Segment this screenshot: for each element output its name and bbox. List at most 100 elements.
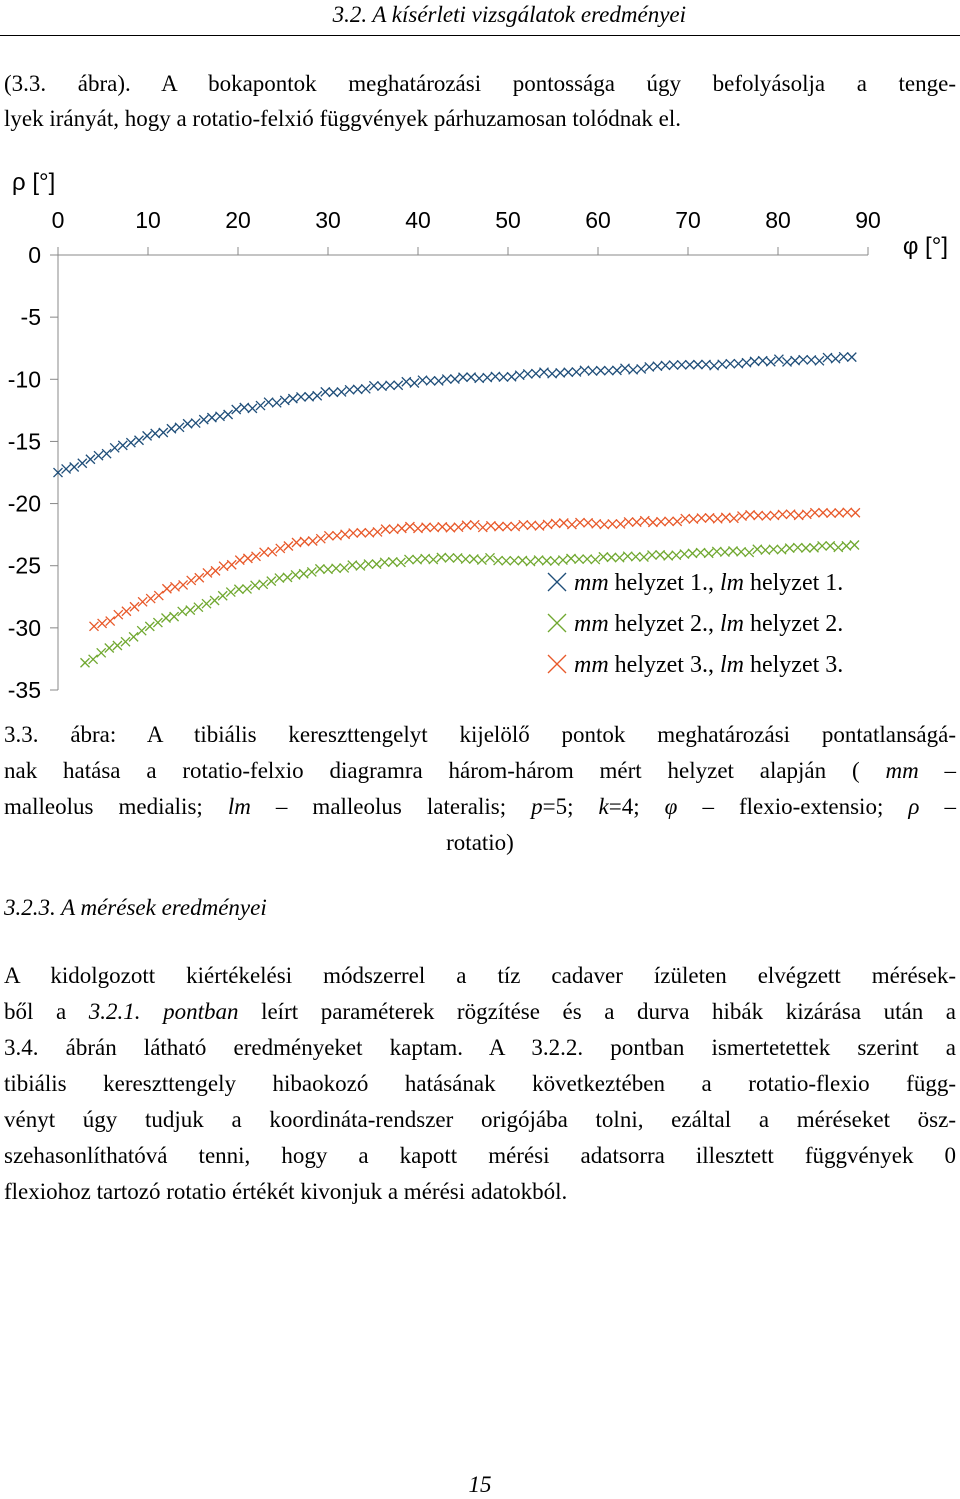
- data-point-series-1: [846, 352, 857, 363]
- data-point-series-3: [745, 509, 756, 520]
- data-point-series-1: [773, 354, 784, 365]
- data-point-series-1: [806, 354, 817, 365]
- data-point-series-1: [320, 386, 331, 397]
- data-point-series-2: [606, 552, 617, 563]
- data-point-series-1: [555, 367, 566, 378]
- y-tick-label: -10: [8, 366, 41, 392]
- data-point-series-3: [526, 520, 537, 531]
- data-point-series-2: [792, 542, 803, 553]
- intro-line: (3.3. ábra). A bokapontok meghatározási …: [4, 71, 956, 96]
- data-point-series-3: [161, 583, 172, 594]
- data-point-series-3: [323, 530, 334, 541]
- data-point-series-3: [461, 520, 472, 531]
- data-point-series-3: [210, 565, 221, 576]
- body-line: A kidolgozott kiértékelési módszerrel a …: [4, 963, 956, 988]
- data-point-series-3: [242, 553, 253, 564]
- data-point-series-2: [112, 640, 123, 651]
- data-point-series-2: [452, 553, 463, 563]
- data-point-series-3: [575, 517, 585, 528]
- data-point-series-3: [485, 520, 496, 531]
- data-point-series-3: [566, 519, 577, 530]
- data-point-series-1: [522, 368, 533, 379]
- data-point-series-2: [549, 556, 560, 566]
- data-point-series-3: [234, 555, 245, 566]
- data-point-series-3: [696, 513, 707, 524]
- data-point-series-3: [332, 530, 342, 541]
- data-point-series-3: [364, 527, 375, 538]
- page-number: 15: [468, 1472, 492, 1497]
- data-point-series-1: [336, 386, 347, 397]
- data-point-series-1: [69, 462, 80, 472]
- chart-legend: mm helyzet 1., lm helyzet 1. mm helyzet 2…: [547, 570, 843, 678]
- data-point-series-3: [494, 521, 504, 532]
- data-point-series-3: [583, 517, 594, 528]
- data-point-series-2: [485, 552, 495, 563]
- y-tick-label: -35: [8, 677, 41, 703]
- legend-marker: [547, 572, 567, 592]
- y-tick-label: -5: [21, 304, 41, 330]
- data-point-series-1: [409, 378, 420, 388]
- data-point-series-1: [628, 364, 639, 375]
- data-point-series-2: [233, 584, 244, 595]
- data-point-series-1: [660, 360, 671, 371]
- data-point-series-3: [793, 510, 804, 521]
- data-point-series-1: [85, 454, 96, 465]
- data-point-series-1: [263, 397, 274, 408]
- data-point-series-1: [644, 361, 655, 372]
- data-point-series-3: [445, 522, 456, 533]
- x-tick-label: 50: [495, 207, 521, 233]
- data-point-series-2: [574, 554, 585, 565]
- data-point-series-1: [93, 450, 104, 461]
- data-point-series-2: [420, 553, 431, 564]
- data-point-series-2: [363, 559, 374, 569]
- data-point-series-2: [752, 544, 763, 555]
- data-point-series-2: [274, 573, 285, 583]
- data-point-series-1: [134, 435, 144, 446]
- data-point-series-1: [701, 359, 711, 370]
- legend-marker: [547, 654, 567, 674]
- y-tick-label: -25: [8, 553, 41, 579]
- data-point-series-1: [498, 372, 509, 383]
- data-point-series-2: [136, 625, 147, 636]
- data-point-series-3: [178, 579, 189, 590]
- data-point-series-2: [242, 583, 252, 594]
- legend-label: mm helyzet 1., lm helyzet 1.: [574, 570, 843, 596]
- data-point-series-1: [765, 356, 776, 367]
- data-point-series-3: [259, 547, 270, 558]
- data-point-series-2: [590, 554, 601, 565]
- data-point-series-1: [223, 409, 234, 420]
- data-point-series-1: [247, 403, 258, 414]
- data-point-series-3: [712, 513, 723, 524]
- body-line: vényt úgy tudjuk a koordináta-rendszer o…: [4, 1107, 956, 1132]
- data-point-series-3: [769, 510, 780, 521]
- x-tick-label: 40: [405, 207, 431, 233]
- data-point-series-3: [558, 518, 569, 528]
- data-point-series-2: [533, 555, 544, 565]
- data-point-series-2: [460, 554, 471, 565]
- data-point-series-3: [218, 561, 229, 572]
- data-point-series-1: [749, 356, 760, 367]
- data-point-series-2: [266, 576, 277, 587]
- data-point-series-2: [88, 654, 99, 665]
- body-line: szehasonlíthatóvá tenni, hogy a kapott m…: [4, 1143, 956, 1168]
- data-point-series-1: [530, 368, 541, 379]
- data-point-series-3: [194, 572, 205, 583]
- data-point-series-1: [539, 367, 549, 378]
- data-point-series-2: [525, 556, 536, 567]
- data-point-series-3: [834, 507, 845, 518]
- caption-line: rotatio): [446, 830, 514, 855]
- body-line: tibiális kereszttengely hibaokozó hatásá…: [4, 1071, 956, 1096]
- data-point-series-2: [776, 544, 787, 555]
- data-point-series-3: [170, 581, 180, 592]
- data-point-series-2: [833, 542, 844, 553]
- data-point-series-3: [720, 512, 731, 523]
- data-point-series-1: [182, 418, 193, 429]
- data-point-series-1: [676, 359, 687, 370]
- data-point-series-3: [639, 515, 650, 526]
- data-point-series-3: [388, 524, 399, 535]
- data-point-series-1: [417, 375, 428, 386]
- data-point-series-3: [818, 507, 828, 518]
- data-point-series-2: [841, 540, 852, 551]
- data-point-series-3: [153, 590, 164, 601]
- data-point-series-2: [169, 611, 180, 622]
